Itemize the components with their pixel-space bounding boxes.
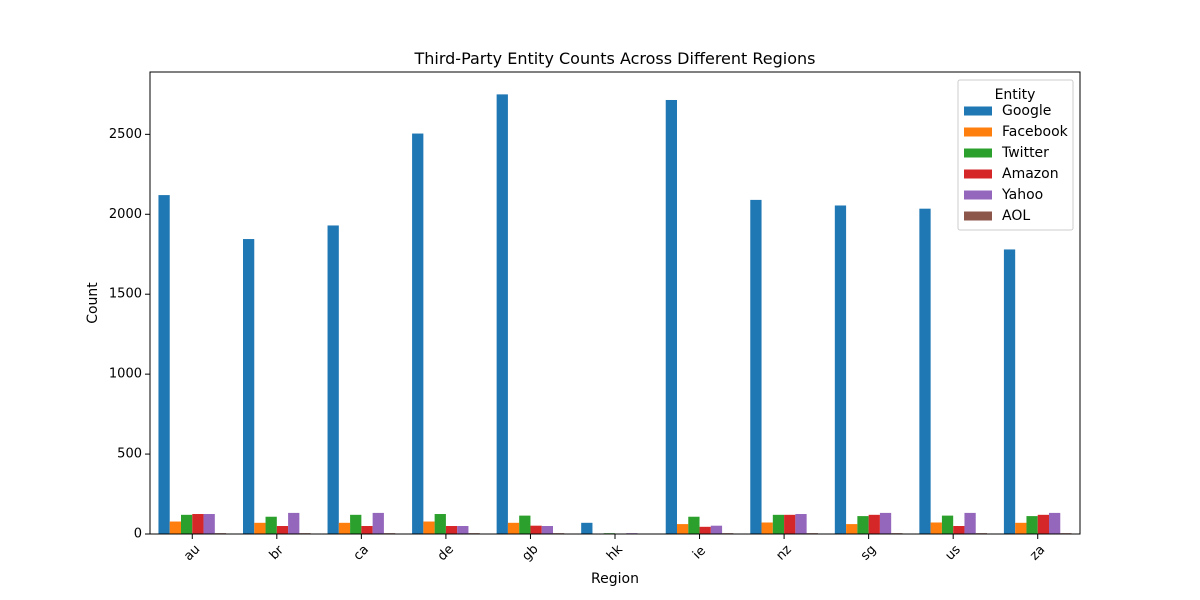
bar-br-facebook — [254, 522, 266, 534]
x-tick-label-nz: nz — [773, 542, 794, 563]
bar-sg-facebook — [846, 524, 858, 534]
y-axis: 0 500 1000 1500 2000 2500 — [109, 127, 150, 542]
y-tick-label: 0 — [134, 527, 142, 542]
y-tick-label: 2500 — [109, 127, 142, 142]
bar-gb-yahoo — [541, 526, 553, 534]
bar-au-yahoo — [203, 514, 215, 534]
legend-label-facebook: Facebook — [1002, 124, 1069, 140]
bar-nz-amazon — [784, 514, 796, 534]
plot-frame — [149, 71, 1081, 535]
bar-sg-twitter — [857, 516, 869, 534]
bar-us-facebook — [930, 522, 942, 534]
bar-ie-yahoo — [710, 525, 723, 534]
bar-au-google — [158, 195, 170, 534]
bar-br-yahoo — [288, 512, 300, 534]
bar-us-amazon — [953, 526, 965, 534]
bar-de-twitter — [434, 514, 446, 534]
legend-swatch-google — [964, 106, 992, 116]
bars-group — [158, 94, 1072, 535]
bar-ie-facebook — [677, 524, 689, 534]
bar-ie-twitter — [688, 516, 700, 534]
x-axis-title: Region — [591, 571, 639, 587]
bar-br-amazon — [276, 526, 289, 534]
bar-nz-facebook — [761, 522, 773, 534]
bar-za-amazon — [1037, 514, 1049, 534]
bar-za-twitter — [1026, 516, 1038, 534]
bar-de-amazon — [445, 526, 458, 534]
x-tick-label-au: au — [181, 542, 203, 564]
bar-au-amazon — [192, 514, 204, 534]
bar-au-twitter — [181, 514, 193, 534]
legend-swatch-yahoo — [964, 190, 992, 200]
bar-de-yahoo — [457, 526, 469, 534]
bar-nz-google — [750, 199, 762, 534]
bar-gb-google — [496, 94, 508, 535]
bar-za-google — [1003, 249, 1016, 535]
bar-gb-twitter — [519, 515, 531, 534]
y-tick-label: 2000 — [109, 207, 142, 222]
y-axis-title: Count — [85, 282, 101, 324]
x-tick-label-gb: gb — [519, 542, 541, 564]
bar-ie-google — [665, 99, 677, 535]
bar-sg-amazon — [868, 514, 880, 534]
bar-za-yahoo — [1049, 512, 1061, 534]
bar-sg-yahoo — [879, 512, 892, 534]
bar-br-google — [243, 239, 255, 534]
bar-za-facebook — [1015, 522, 1027, 534]
y-tick-label: 1000 — [109, 367, 142, 382]
legend-label-aol: AOL — [1002, 208, 1030, 224]
y-tick-label: 1500 — [109, 287, 142, 302]
bar-ca-google — [327, 225, 339, 534]
bar-ca-yahoo — [372, 512, 384, 534]
bar-ca-facebook — [338, 522, 351, 534]
legend-swatch-amazon — [964, 169, 992, 179]
x-tick-label-de: de — [435, 542, 457, 564]
legend: Entity Google Facebook Twitter Amazon Yahoo A… — [957, 79, 1074, 231]
bar-nz-yahoo — [795, 514, 807, 534]
bar-ca-twitter — [350, 514, 362, 534]
bar-hk-google — [581, 522, 593, 534]
x-tick-label-ie: ie — [690, 544, 709, 563]
bar-de-facebook — [423, 521, 435, 534]
chart-title: Third-Party Entity Counts Across Differe… — [413, 49, 815, 68]
legend-swatch-aol — [964, 211, 992, 221]
bar-sg-google — [834, 205, 847, 534]
legend-title: Entity — [995, 87, 1036, 103]
legend-swatch-facebook — [964, 127, 992, 137]
y-tick-label: 500 — [117, 447, 142, 462]
bar-de-google — [412, 133, 424, 535]
x-tick-label-za: za — [1027, 542, 1048, 563]
x-axis: au br ca de gb hk ie nz sg us za — [181, 534, 1048, 564]
bar-ie-amazon — [699, 526, 711, 534]
bar-us-google — [919, 208, 931, 535]
legend-label-yahoo: Yahoo — [1001, 187, 1043, 203]
bar-nz-twitter — [772, 514, 785, 534]
bar-ca-amazon — [361, 526, 373, 534]
x-tick-label-sg: sg — [858, 542, 879, 563]
bar-gb-amazon — [530, 525, 542, 534]
x-tick-label-br: br — [267, 542, 288, 563]
bar-us-twitter — [941, 515, 954, 534]
bar-us-yahoo — [964, 512, 976, 534]
bar-br-twitter — [265, 516, 277, 534]
legend-items: Google Facebook Twitter Amazon Yahoo AOL — [964, 103, 1069, 224]
x-tick-label-ca: ca — [351, 542, 372, 563]
bar-au-facebook — [169, 521, 181, 534]
legend-label-amazon: Amazon — [1002, 166, 1059, 182]
legend-label-google: Google — [1002, 103, 1051, 119]
legend-swatch-twitter — [964, 148, 992, 158]
bar-gb-facebook — [507, 522, 520, 534]
x-tick-label-us: us — [943, 542, 964, 563]
x-tick-label-hk: hk — [604, 542, 626, 564]
legend-label-twitter: Twitter — [1001, 145, 1049, 161]
